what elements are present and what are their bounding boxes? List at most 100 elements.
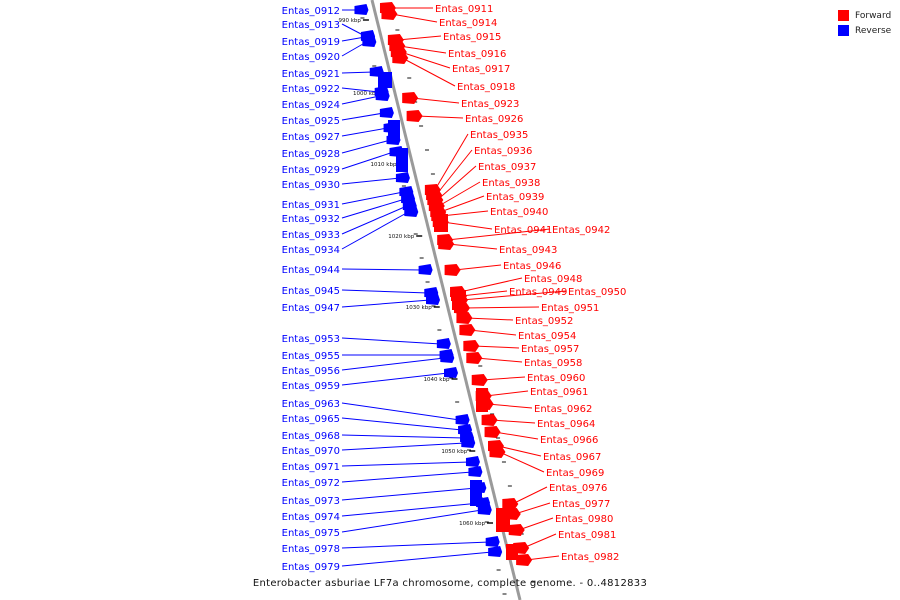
gene-connector	[400, 51, 451, 69]
gene-connector	[416, 115, 464, 119]
gene-connector	[402, 57, 456, 87]
forward-gene-label: Entas_0966	[540, 435, 598, 446]
reverse-gene-label: Entas_0913	[282, 20, 340, 31]
reverse-gene-label: Entas_0974	[282, 512, 340, 523]
reverse-gene-label: Entas_0963	[282, 399, 340, 410]
gene-connector	[341, 205, 408, 235]
kbp-tick-label: 1010 kbp	[371, 162, 397, 168]
reverse-gene-mark	[485, 536, 500, 547]
forward-gene-mark	[456, 312, 473, 324]
reverse-gene-label: Entas_0927	[282, 132, 340, 143]
gene-connector	[341, 442, 466, 451]
reverse-gene-label: Entas_0919	[282, 37, 340, 48]
legend-item-forward: Forward	[838, 8, 891, 23]
reverse-gene-label: Entas_0934	[282, 245, 340, 256]
reverse-gene-mark	[404, 206, 419, 217]
gene-connector	[341, 268, 423, 271]
genome-axis	[370, 0, 522, 600]
forward-gene-mark	[502, 498, 519, 510]
forward-gene-mark	[402, 92, 419, 104]
kbp-tick-label: 990 kbp	[339, 18, 362, 24]
reverse-gene-mark	[426, 294, 440, 305]
gene-connector	[512, 486, 548, 505]
forward-gene-mark	[484, 426, 501, 438]
reverse-gene-mark	[461, 437, 476, 448]
forward-gene-label: Entas_0942	[552, 225, 610, 236]
reverse-gene-mark	[455, 414, 470, 425]
reverse-gene-label: Entas_0979	[282, 562, 340, 573]
forward-gene-mark	[392, 52, 409, 64]
forward-gene-block	[506, 544, 518, 560]
forward-gene-label: Entas_0961	[530, 387, 588, 398]
reverse-gene-mark	[465, 456, 480, 467]
forward-gene-mark	[508, 524, 525, 536]
forward-gene-label: Entas_0917	[452, 64, 510, 75]
gene-connector	[499, 451, 545, 473]
kbp-tick-label: 1050 kbp	[441, 449, 467, 455]
gene-connector	[438, 181, 481, 207]
reverse-gene-label: Entas_0925	[282, 116, 340, 127]
forward-gene-mark	[466, 352, 483, 364]
reverse-gene-block	[388, 120, 400, 140]
gene-connector	[341, 434, 465, 439]
reverse-gene-mark	[458, 424, 473, 435]
gene-connector	[442, 221, 493, 230]
reverse-gene-block	[470, 480, 482, 506]
gene-connector	[341, 541, 490, 549]
gene-connector	[341, 198, 406, 219]
reverse-gene-label: Entas_0945	[282, 286, 340, 297]
reverse-gene-label: Entas_0956	[282, 366, 340, 377]
gene-connector	[341, 87, 379, 93]
gene-connector	[522, 533, 557, 549]
reverse-gene-mark	[488, 546, 503, 557]
reverse-gene-label: Entas_0971	[282, 462, 340, 473]
reverse-gene-label: Entas_0978	[282, 544, 340, 555]
gene-connector	[341, 151, 394, 170]
reverse-gene-label: Entas_0968	[282, 431, 340, 442]
reverse-gene-label: Entas_0928	[282, 149, 340, 160]
gene-connector	[341, 337, 441, 345]
gene-connector	[341, 509, 482, 533]
reverse-gene-mark	[362, 36, 377, 47]
gene-connector	[391, 13, 438, 23]
reverse-gene-label: Entas_0973	[282, 496, 340, 507]
gene-connector	[341, 471, 473, 483]
forward-gene-mark	[481, 414, 498, 426]
forward-gene-label: Entas_0957	[521, 344, 579, 355]
gene-connector	[440, 195, 485, 213]
gene-connector	[341, 551, 493, 567]
gene-connector	[341, 357, 445, 371]
forward-gene-label: Entas_0936	[474, 146, 532, 157]
gene-connector	[485, 390, 529, 397]
reverse-gene-label: Entas_0931	[282, 200, 340, 211]
gene-connector	[341, 372, 449, 386]
forward-gene-label: Entas_0923	[461, 99, 519, 110]
reverse-gene-label: Entas_0924	[282, 100, 340, 111]
gene-connector	[461, 290, 567, 301]
forward-gene-label: Entas_0943	[499, 245, 557, 256]
reverse-gene-block	[378, 72, 392, 88]
reverse-gene-label: Entas_0920	[282, 52, 340, 63]
forward-gene-label: Entas_0940	[490, 207, 548, 218]
gene-connector	[399, 45, 447, 54]
reverse-gene-mark	[477, 504, 492, 515]
reverse-gene-mark	[444, 367, 459, 378]
reverse-gene-label: Entas_0930	[282, 180, 340, 191]
gene-connector	[435, 149, 473, 196]
gene-connector	[487, 403, 533, 409]
forward-gene-mark	[381, 8, 398, 20]
forward-gene-mark	[489, 446, 506, 458]
reverse-swatch	[838, 25, 849, 36]
forward-gene-mark	[444, 264, 461, 276]
forward-gene-label: Entas_0977	[552, 499, 610, 510]
forward-gene-label: Entas_0951	[541, 303, 599, 314]
forward-gene-mark	[516, 554, 533, 566]
gene-connector	[341, 502, 481, 517]
reverse-gene-label: Entas_0922	[282, 84, 340, 95]
reverse-gene-block	[396, 148, 408, 172]
reverse-gene-label: Entas_0953	[282, 334, 340, 345]
forward-gene-label: Entas_0946	[503, 261, 561, 272]
gene-connector	[341, 417, 463, 431]
reverse-gene-mark	[440, 352, 455, 363]
